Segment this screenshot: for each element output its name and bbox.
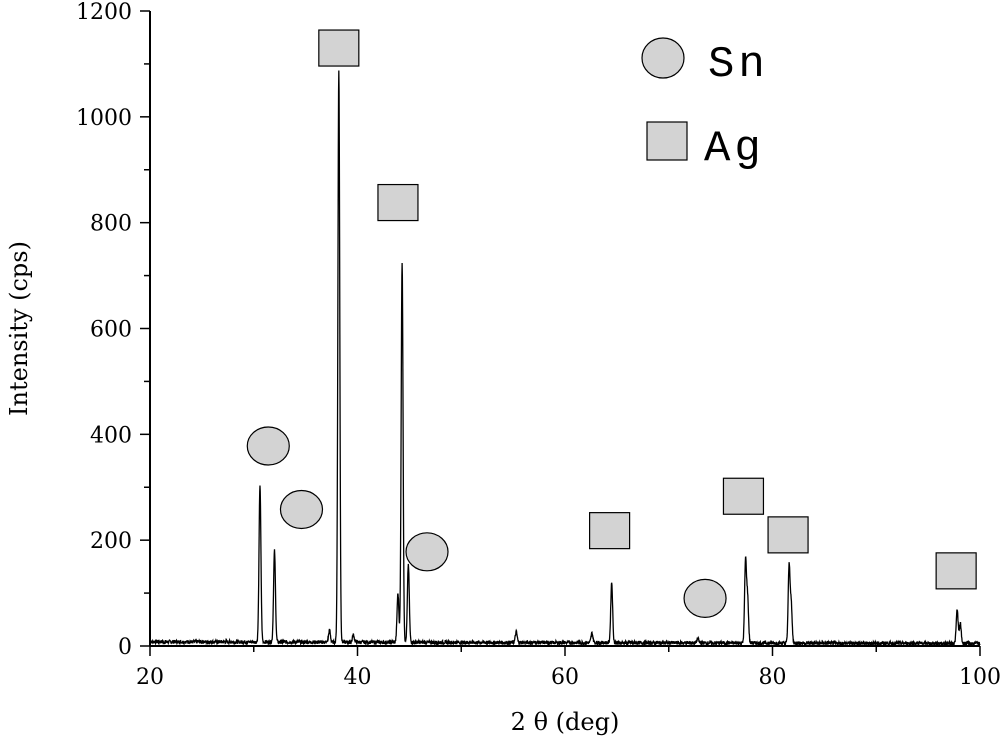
ag-marker-icon [767,516,809,554]
y-tick-label: 600 [90,318,132,343]
ag-marker-icon [935,552,977,590]
x-tick-label: 20 [136,665,164,690]
sn-marker-icon [279,489,324,530]
ag-marker-icon [646,121,688,161]
diffraction-line [149,70,981,648]
y-tick-label: 0 [118,635,132,660]
ag-marker-icon [377,183,419,222]
peak-markers [246,29,977,618]
y-tick-label: 800 [90,212,132,237]
sn-marker-icon [683,578,727,618]
y-tick-label: 400 [90,423,132,448]
y-ticks: 0 200 400 600 800 1000 1200 [76,0,150,660]
ag-marker-icon [318,29,360,67]
legend-label-sn: Sn [708,40,769,90]
legend-label-ag: Ag [704,124,765,174]
y-tick-label: 1200 [76,0,132,25]
y-tick-label: 200 [90,529,132,554]
sn-marker-icon [405,532,449,572]
x-tick-label: 80 [759,665,787,690]
x-tick-label: 60 [551,665,579,690]
y-tick-label: 1000 [76,106,132,131]
y-axis-label: Intensity (cps) [5,241,33,416]
x-tick-label: 40 [344,665,372,690]
ag-marker-icon [589,512,631,550]
sn-marker-icon [641,37,685,79]
x-tick-label: 100 [959,665,1000,690]
sn-marker-icon [246,426,290,466]
x-axis-label: 2 θ (deg) [511,708,620,736]
legend: Sn Ag [641,37,769,174]
series-group [149,70,981,648]
ag-marker-icon [722,477,765,515]
x-ticks: 20 40 60 80 100 [136,646,1000,690]
